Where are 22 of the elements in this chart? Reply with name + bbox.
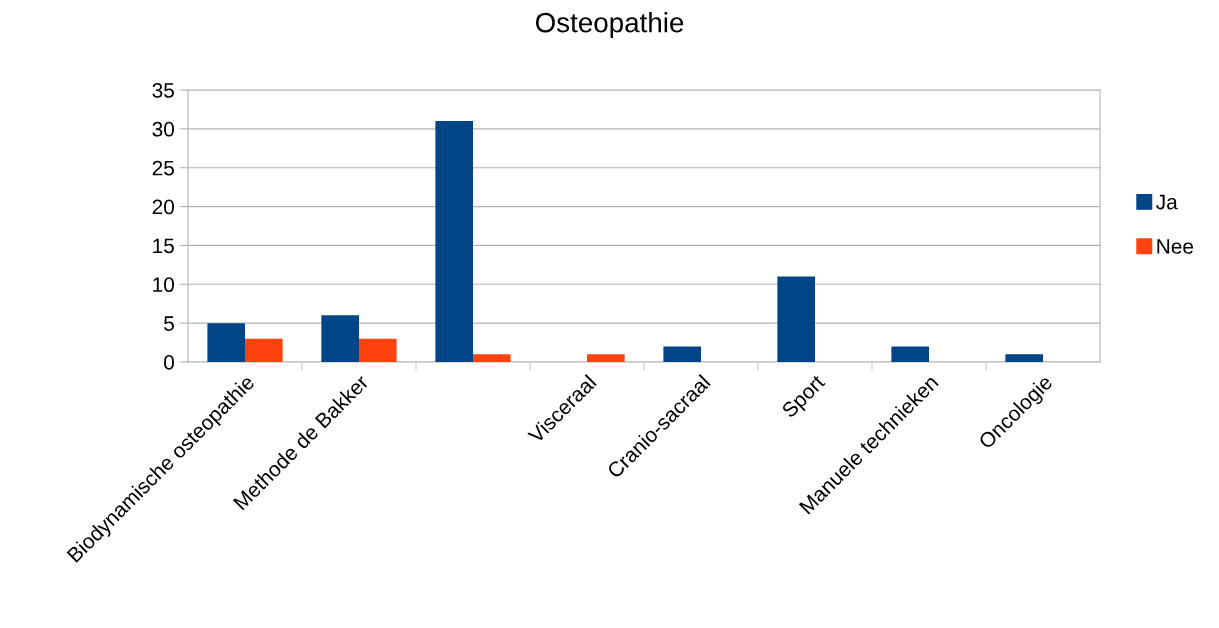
- y-tick-label: 15: [153, 238, 174, 254]
- bar: [245, 338, 283, 362]
- bar: [1005, 354, 1043, 362]
- bar: [359, 338, 397, 362]
- bar: [663, 346, 701, 362]
- bar: [321, 315, 359, 362]
- y-tick-label: 30: [152, 121, 174, 137]
- bar: [207, 323, 245, 362]
- legend-label: Ja: [1156, 194, 1178, 210]
- bar: [587, 354, 625, 362]
- y-tick-label: 10: [153, 277, 174, 293]
- bar: [473, 354, 511, 362]
- y-tick-label: 20: [152, 199, 174, 215]
- chart-title: Osteopathie: [535, 12, 684, 38]
- bar: [891, 346, 929, 362]
- y-tick-label: 5: [164, 316, 174, 331]
- bar: [435, 121, 473, 362]
- y-tick-label: 35: [152, 83, 174, 98]
- y-tick-label: 0: [164, 355, 174, 370]
- bar: [777, 276, 815, 362]
- legend-label: Nee: [1157, 239, 1194, 254]
- y-tick-label: 25: [152, 160, 174, 176]
